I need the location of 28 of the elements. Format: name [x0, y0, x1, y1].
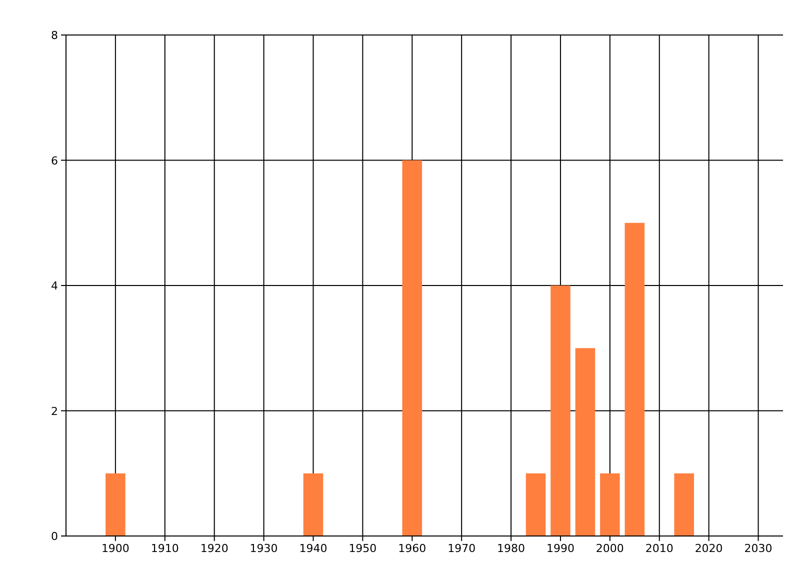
bar: [303, 473, 324, 536]
bar: [526, 473, 546, 536]
bar: [624, 222, 645, 536]
x-tick-label: 1920: [200, 542, 228, 555]
x-tick-label: 2030: [744, 542, 772, 555]
bar: [106, 473, 126, 536]
y-tick-label: 2: [51, 404, 58, 418]
x-tick-label: 1970: [448, 542, 476, 555]
x-tick-label: 1940: [299, 542, 328, 555]
bar: [550, 286, 570, 536]
x-tick-label: 1980: [497, 542, 526, 555]
x-tick-label: 1910: [150, 542, 179, 555]
x-tick-label: 1960: [398, 542, 426, 555]
y-tick-label: 8: [51, 29, 58, 42]
bar: [600, 473, 620, 536]
x-tick-label: 1930: [250, 542, 278, 555]
x-tick-label: 2010: [645, 542, 674, 555]
y-tick-label: 4: [51, 280, 58, 292]
bar: [575, 348, 596, 536]
x-tick-label: 1950: [348, 542, 377, 555]
y-tick-label: 0: [51, 530, 58, 543]
bar: [674, 473, 694, 536]
bar: [402, 160, 422, 536]
x-tick-label: 2020: [694, 542, 723, 555]
y-tick-label: 6: [51, 154, 58, 168]
x-tick-label: 1900: [101, 542, 130, 555]
x-tick-label: 1990: [546, 542, 574, 555]
x-tick-label: 2000: [596, 542, 624, 555]
